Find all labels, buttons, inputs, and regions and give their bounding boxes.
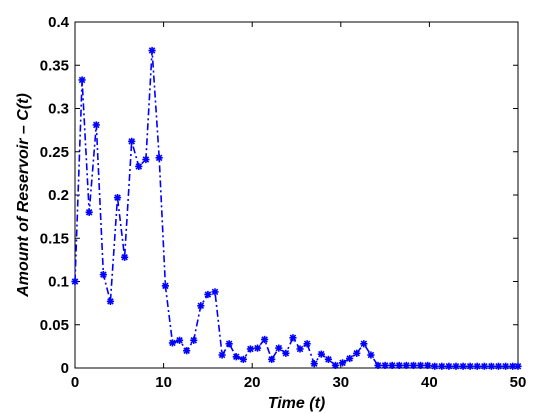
data-point	[135, 162, 143, 171]
data-point	[480, 362, 488, 370]
data-point	[303, 340, 311, 348]
x-tick-label: 50	[510, 374, 527, 391]
y-tick-label: 0.1	[48, 274, 69, 291]
data-point	[296, 345, 304, 353]
data-point	[211, 288, 219, 296]
data-point	[106, 297, 115, 305]
y-tick-label: 0.35	[40, 57, 69, 74]
data-point	[246, 345, 255, 353]
data-point	[232, 353, 240, 361]
y-tick-label: 0.3	[48, 101, 69, 118]
data-point	[402, 361, 410, 370]
data-point	[282, 349, 290, 357]
y-tick-label: 0.4	[48, 14, 70, 31]
data-point	[225, 340, 233, 348]
data-point	[261, 335, 269, 344]
data-point	[360, 340, 368, 348]
data-point	[239, 355, 247, 363]
y-tick-label: 0.15	[40, 230, 69, 247]
data-point	[374, 361, 382, 370]
data-point	[289, 334, 297, 342]
data-point	[161, 282, 169, 290]
data-point	[190, 336, 198, 344]
x-axis-title: Time (t)	[268, 395, 325, 412]
data-point	[71, 277, 79, 286]
data-point	[99, 270, 107, 279]
data-point	[416, 361, 425, 370]
data-point	[85, 208, 93, 216]
data-point	[324, 355, 332, 363]
data-point	[148, 46, 156, 55]
y-axis-title: Amount of Reservoir – C(t)	[15, 93, 32, 298]
data-point	[175, 336, 184, 344]
data-point	[331, 361, 340, 370]
y-tick-label: 0	[61, 360, 69, 377]
y-tick-label: 0.2	[48, 187, 69, 204]
data-point	[381, 361, 389, 370]
series-markers	[71, 46, 522, 370]
data-point	[218, 351, 226, 359]
data-point	[142, 155, 150, 164]
x-tick-label: 30	[332, 374, 349, 391]
data-point	[121, 253, 129, 261]
x-tick-label: 20	[244, 374, 261, 391]
data-point	[409, 361, 418, 370]
data-point	[466, 362, 474, 370]
data-point	[514, 362, 522, 370]
data-point	[473, 362, 481, 370]
data-point	[353, 349, 361, 357]
data-point	[317, 350, 325, 358]
x-tick-label: 40	[421, 374, 438, 391]
data-point	[78, 76, 86, 84]
data-point	[452, 362, 460, 370]
data-point	[113, 193, 122, 202]
data-point	[168, 339, 177, 347]
data-point	[204, 290, 212, 299]
data-point	[197, 302, 205, 310]
y-axis-ticks: 0 0.05 0.1 0.15 0.2 0.25 0.3 0.35 0.4	[40, 14, 518, 377]
data-point	[92, 121, 100, 129]
data-point	[253, 344, 262, 352]
series-line	[74, 50, 518, 368]
data-point	[445, 362, 453, 370]
data-point	[431, 362, 439, 370]
data-point	[438, 362, 446, 370]
data-point	[459, 362, 467, 370]
data-point	[338, 359, 347, 367]
data-point	[155, 154, 163, 162]
data-point	[395, 361, 403, 370]
data-point	[128, 137, 136, 145]
data-point	[268, 355, 276, 363]
data-point	[388, 361, 396, 370]
data-point	[346, 354, 354, 363]
data-point	[275, 344, 283, 352]
y-tick-label: 0.05	[40, 317, 69, 334]
data-point	[183, 347, 191, 355]
data-point	[424, 361, 432, 370]
x-axis-ticks: 0 10 20 30 40 50	[71, 22, 527, 391]
data-point	[501, 362, 510, 370]
data-point	[494, 362, 503, 370]
plot-area-frame	[74, 21, 519, 369]
x-tick-label: 10	[155, 374, 172, 391]
data-point	[367, 351, 375, 359]
y-tick-label: 0.25	[40, 144, 69, 161]
data-point	[487, 362, 496, 370]
data-point	[310, 360, 318, 368]
x-tick-label: 0	[71, 374, 79, 391]
